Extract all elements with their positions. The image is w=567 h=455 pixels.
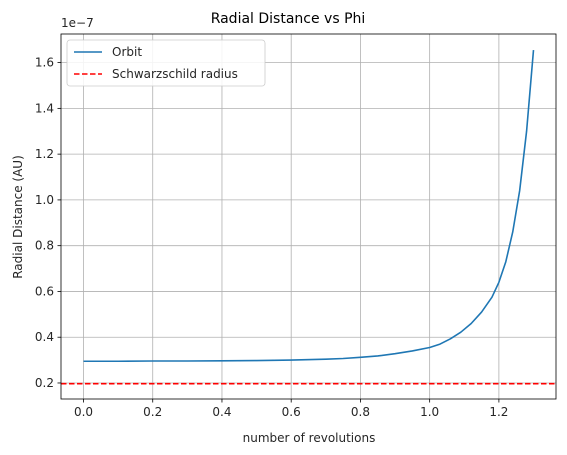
legend-label-orbit: Orbit xyxy=(112,45,142,59)
y-axis-label: Radial Distance (AU) xyxy=(11,155,25,279)
x-tick-label: 1.0 xyxy=(420,405,439,419)
y-tick-label: 1.4 xyxy=(35,101,54,115)
y-offset-label: 1e−7 xyxy=(61,16,94,30)
x-tick-label: 0.6 xyxy=(282,405,301,419)
y-tick-label: 0.4 xyxy=(35,330,54,344)
x-tick-label: 0.4 xyxy=(212,405,231,419)
y-tick-label: 0.8 xyxy=(35,239,54,253)
y-tick-label: 1.0 xyxy=(35,193,54,207)
y-tick-label: 1.6 xyxy=(35,56,54,70)
x-tick-label: 1.2 xyxy=(489,405,508,419)
plot-frame xyxy=(60,33,557,400)
chart-title: Radial Distance vs Phi xyxy=(211,11,366,27)
x-axis-label: number of revolutions xyxy=(243,431,376,445)
grid xyxy=(61,34,556,399)
x-tick-label: 0.2 xyxy=(143,405,162,419)
legend-label-schwarzschild: Schwarzschild radius xyxy=(112,67,238,81)
y-tick-label: 0.2 xyxy=(35,376,54,390)
x-tick-label: 0.8 xyxy=(351,405,370,419)
legend: Orbit Schwarzschild radius xyxy=(66,39,266,87)
y-tick-label: 1.2 xyxy=(35,147,54,161)
series-orbit xyxy=(83,49,535,363)
legend-box xyxy=(66,39,266,87)
x-tick-label: 0.0 xyxy=(74,405,93,419)
y-tick-label: 0.6 xyxy=(35,284,54,298)
x-axis-ticks: 0.0 0.2 0.4 0.6 0.8 1.0 1.2 xyxy=(74,399,508,419)
y-axis-ticks: 0.2 0.4 0.6 0.8 1.0 1.2 1.4 1.6 xyxy=(35,56,61,390)
series-layer xyxy=(61,49,556,385)
